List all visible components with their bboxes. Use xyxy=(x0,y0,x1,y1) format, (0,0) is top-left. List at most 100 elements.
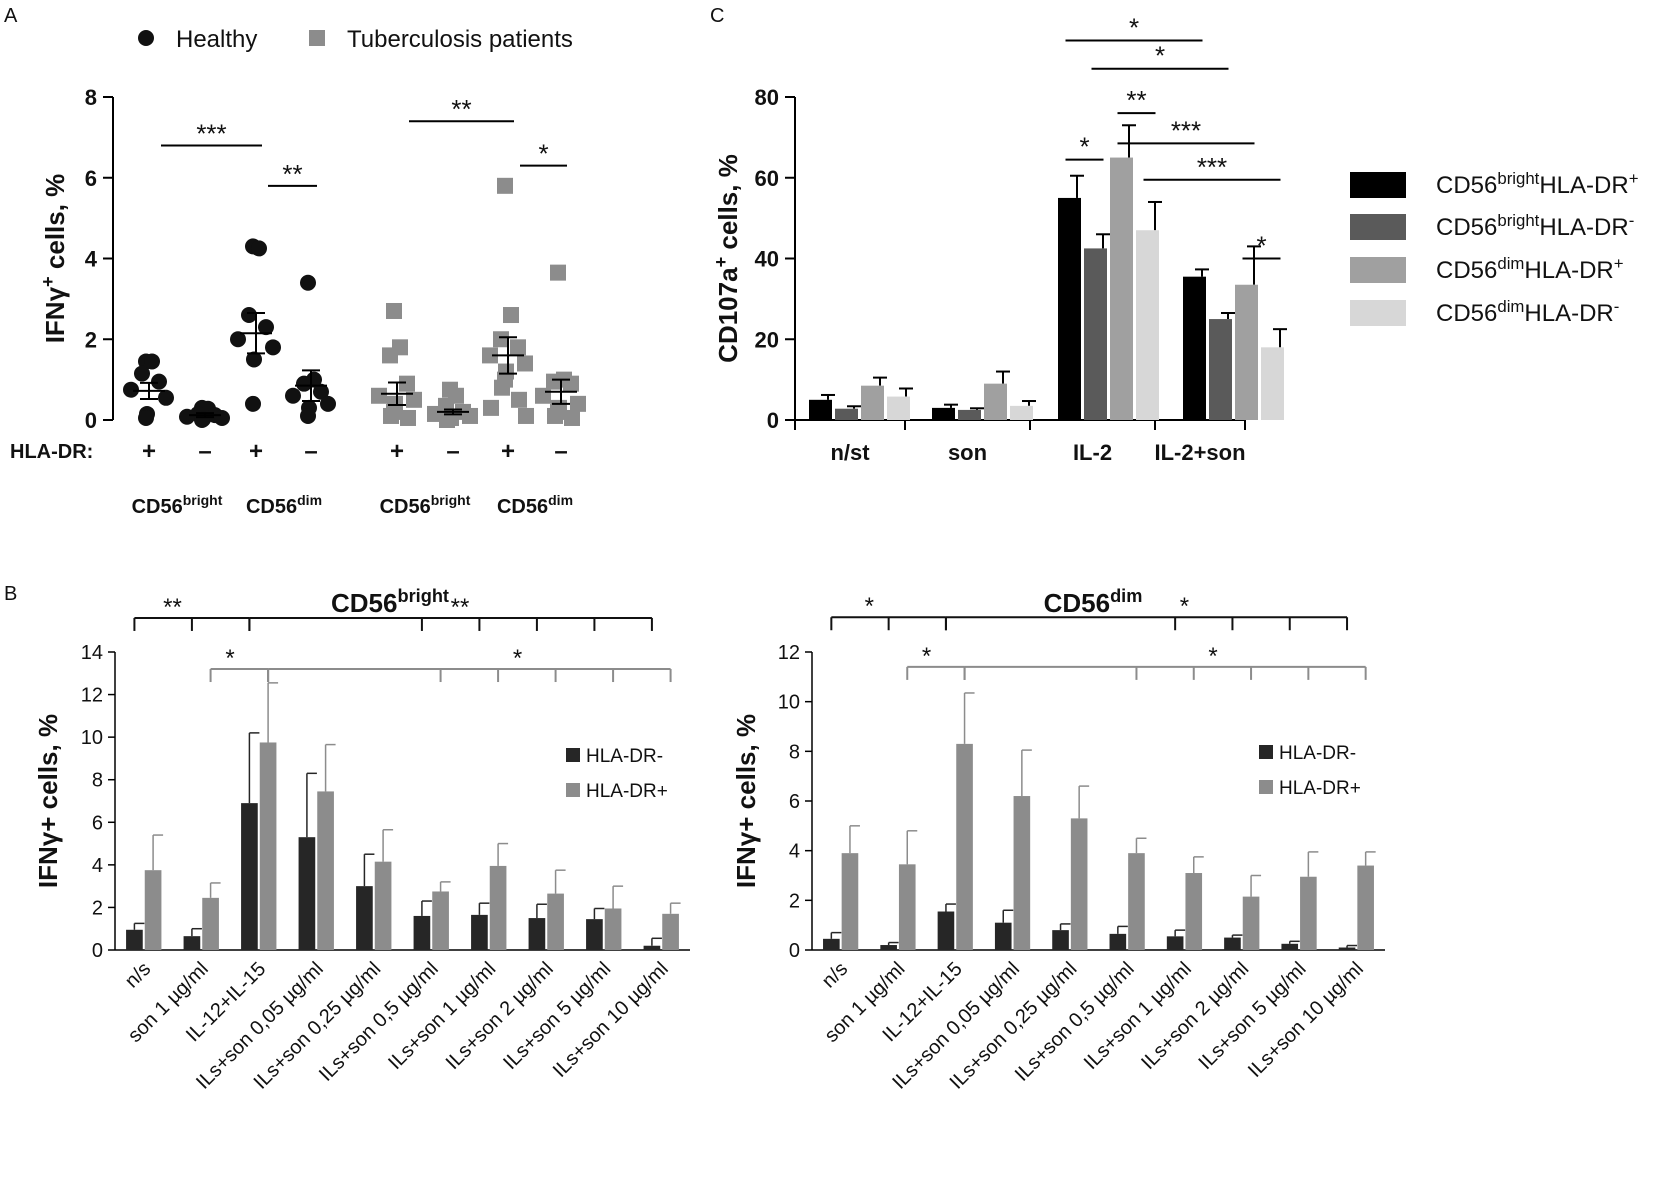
bar xyxy=(1013,796,1031,950)
legend-label: HLA-DR- xyxy=(1279,743,1356,764)
legend-swatch xyxy=(1350,214,1406,240)
data-point xyxy=(300,407,316,424)
label-part: dim xyxy=(1497,254,1524,273)
bar xyxy=(1058,197,1081,420)
bar xyxy=(887,396,910,420)
y-axis-label: IFNγ+ cells, % xyxy=(731,714,761,888)
panel-title: CD56dim xyxy=(1044,586,1143,618)
data-point xyxy=(399,375,415,392)
data-point xyxy=(563,375,579,392)
significance-label: ** xyxy=(451,594,470,621)
label-part: bright xyxy=(183,492,223,508)
group-label: CD56dim xyxy=(497,492,573,518)
bar xyxy=(1183,276,1206,420)
bar xyxy=(586,919,603,950)
label-part: CD56 xyxy=(331,588,397,618)
y-tick-label: 8 xyxy=(92,770,103,792)
y-tick-label: 2 xyxy=(85,327,97,352)
y-tick-label: 0 xyxy=(767,408,779,433)
bar xyxy=(1070,818,1088,950)
data-point xyxy=(382,347,398,364)
label-part: CD56 xyxy=(380,496,431,518)
y-tick-label: 10 xyxy=(778,692,800,714)
legend-swatch xyxy=(566,748,580,762)
y-tick-label: 10 xyxy=(81,727,103,749)
data-point xyxy=(400,409,416,426)
legend-label: CD56brightHLA-DR+ xyxy=(1436,169,1639,200)
data-point xyxy=(386,302,402,319)
significance-label: * xyxy=(1256,231,1266,261)
panel-title: CD56bright xyxy=(331,586,449,618)
bar xyxy=(937,911,955,950)
data-point xyxy=(258,319,274,336)
bar xyxy=(984,383,1007,420)
label-part: CD56 xyxy=(1436,172,1497,199)
y-tick-label: 20 xyxy=(755,327,779,352)
bar xyxy=(604,908,622,950)
significance-label: ** xyxy=(163,594,182,621)
hla-dr-sign: – xyxy=(198,438,211,465)
data-point xyxy=(296,375,312,392)
bar xyxy=(958,409,981,420)
x-tick-label: IL-2+son xyxy=(1154,440,1245,465)
hla-dr-sign: – xyxy=(304,438,317,465)
significance-label: * xyxy=(1180,593,1189,620)
significance-label: *** xyxy=(1171,115,1201,145)
y-tick-label: 40 xyxy=(755,247,779,272)
bar xyxy=(241,803,258,950)
significance-label: * xyxy=(1208,643,1217,670)
data-point xyxy=(230,331,246,348)
x-tick-label: IL-2 xyxy=(1073,440,1112,465)
y-axis-label: IFNγ+ cells, % xyxy=(33,714,63,888)
panel-a-label: A xyxy=(4,5,18,27)
label-part: CD107a xyxy=(713,267,743,363)
data-point xyxy=(123,381,139,398)
significance-label: * xyxy=(1079,132,1089,162)
bar xyxy=(432,891,449,950)
data-point xyxy=(214,409,230,426)
label-part: dim xyxy=(1497,297,1524,316)
label-part: + xyxy=(1629,169,1639,188)
legend-label: CD56dimHLA-DR- xyxy=(1436,297,1619,328)
bar xyxy=(994,922,1012,950)
label-part: HLA-DR xyxy=(1539,214,1628,241)
label-part: IFNγ xyxy=(40,286,70,343)
bar xyxy=(898,864,916,950)
bar xyxy=(298,837,316,950)
data-point xyxy=(503,307,519,324)
label-part: bright xyxy=(397,586,449,606)
legend-label: HLA-DR+ xyxy=(1279,778,1361,799)
x-tick-label: n/st xyxy=(830,440,870,465)
y-tick-label: 12 xyxy=(778,642,800,664)
bar xyxy=(1128,853,1145,950)
bar xyxy=(1261,347,1284,420)
data-point xyxy=(518,407,534,424)
legend-label: CD56dimHLA-DR+ xyxy=(1436,254,1624,285)
label-part: CD56 xyxy=(1436,214,1497,241)
label-part: + xyxy=(711,257,731,268)
bar xyxy=(1109,933,1127,950)
bar xyxy=(861,385,884,420)
bar xyxy=(144,870,162,950)
legend-swatch xyxy=(1350,172,1406,198)
y-tick-label: 4 xyxy=(85,247,98,272)
bar xyxy=(1185,873,1203,950)
label-part: CD56 xyxy=(132,496,183,518)
x-tick-label: n/s xyxy=(121,958,155,992)
legend-label: Healthy xyxy=(176,26,257,53)
y-tick-label: 6 xyxy=(85,166,97,191)
bar xyxy=(880,945,897,950)
bar xyxy=(202,897,219,950)
data-point xyxy=(144,353,160,370)
label-part: CD56 xyxy=(1044,588,1110,618)
bar xyxy=(489,865,507,950)
x-tick-label: n/s xyxy=(818,958,852,992)
bar xyxy=(1166,936,1184,950)
legend-marker xyxy=(138,30,154,46)
bar xyxy=(956,743,973,950)
y-tick-label: 8 xyxy=(85,85,97,110)
hla-dr-sign: – xyxy=(446,438,459,465)
hla-dr-sign: – xyxy=(554,438,567,465)
hla-dr-sign: + xyxy=(249,438,263,465)
